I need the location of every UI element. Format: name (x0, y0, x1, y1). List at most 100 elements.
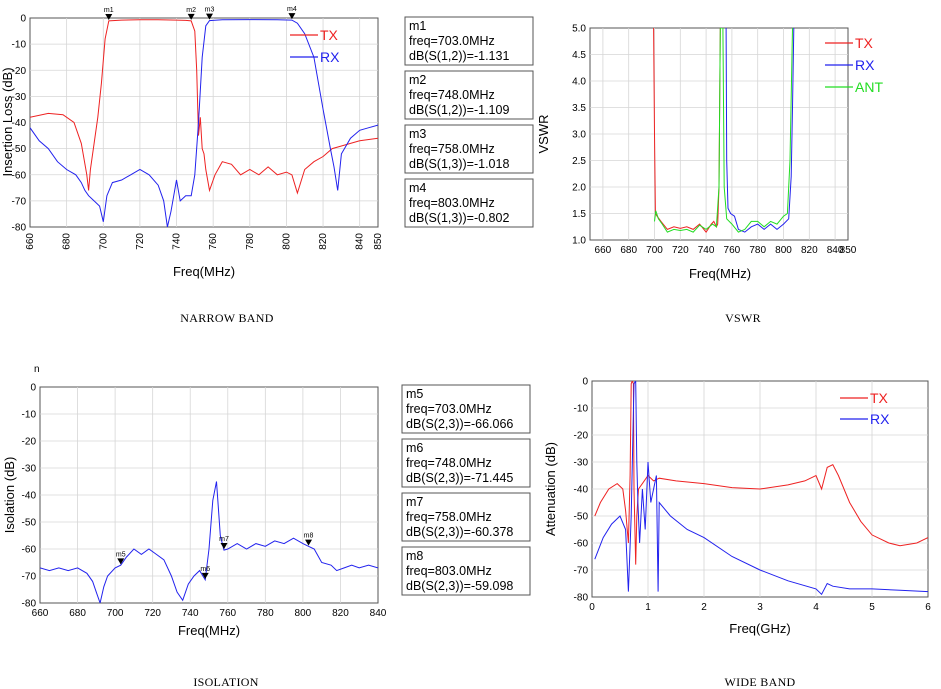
y-tick-label: -10 (22, 410, 37, 421)
x-tick-label: 840 (355, 233, 366, 250)
x-tick-label: 700 (107, 608, 124, 619)
x-tick-label: 800 (281, 233, 292, 250)
series-line-ant (654, 28, 793, 233)
legend-label: TX (855, 35, 874, 51)
y-tick-label: -70 (22, 572, 37, 583)
x-tick-label: 680 (620, 245, 637, 256)
y-tick-label: -80 (12, 223, 27, 234)
y-tick-label: -40 (574, 485, 589, 496)
x-tick-label: 820 (332, 608, 349, 619)
marker-m5 (117, 558, 125, 565)
x-tick-label: 720 (672, 245, 689, 256)
marker-m3 (205, 13, 213, 20)
y-tick-label: -60 (574, 539, 589, 550)
series-line-tx (30, 19, 378, 195)
y-tick-label: 4.5 (572, 50, 586, 61)
readout-frame (404, 70, 534, 120)
readout-frame (404, 124, 534, 174)
x-tick-label: 680 (62, 233, 73, 250)
x-tick-label: 680 (69, 608, 86, 619)
x-tick-label: 820 (801, 245, 818, 256)
x-tick-label: 5 (869, 602, 875, 613)
chart-wideband: 0 1 2 3 4 5 6 0 -10 -20 -30 -40 -50 -60 -70 -80 Freq(GHz… (543, 377, 931, 689)
readout-frame (401, 438, 531, 488)
x-tick-label: 840 (370, 608, 387, 619)
y-tick-label: -70 (12, 196, 27, 207)
marker-m4 (288, 13, 296, 20)
x-tick-label: 740 (172, 233, 183, 250)
y-tick-label: -70 (574, 566, 589, 577)
readout-name: m7 (406, 495, 423, 509)
x-tick-label: 3 (757, 602, 763, 613)
x-tick-label: 850 (373, 233, 384, 250)
y-axis-label: VSWR (536, 115, 551, 154)
readout-value: dB(S(2,3))=-71.445 (406, 471, 513, 485)
marker-m1 (105, 13, 113, 20)
chart-caption: ISOLATION (193, 675, 258, 689)
x-tick-label: 840 (827, 245, 844, 256)
y-tick-label: -30 (574, 458, 589, 469)
y-tick-label: -40 (22, 491, 37, 502)
x-tick-label: 760 (219, 608, 236, 619)
readout-freq: freq=748.0MHz (406, 456, 492, 470)
readout-value: dB(S(2,3))=-59.098 (406, 579, 513, 593)
x-tick-label: 4 (813, 602, 819, 613)
legend-label: ANT (855, 79, 883, 95)
x-tick-label: 800 (295, 608, 312, 619)
x-tick-label: 780 (245, 233, 256, 250)
marker-m6 (201, 572, 209, 579)
x-tick-label: 780 (749, 245, 766, 256)
marker-label: m4 (287, 6, 297, 13)
series-line-tx (594, 381, 928, 565)
readout-value: dB(S(1,2))=-1.131 (409, 49, 509, 63)
legend-label: RX (870, 411, 890, 427)
y-tick-label: -20 (12, 66, 27, 77)
marker-m7 (220, 543, 228, 550)
y-tick-label: 0 (20, 14, 26, 25)
y-tick-label: -60 (22, 545, 37, 556)
y-tick-label: 3.0 (572, 130, 586, 141)
x-tick-label: 740 (698, 245, 715, 256)
x-tick-label: 1 (645, 602, 651, 613)
marker-label: m8 (304, 533, 314, 540)
y-tick-label: -60 (12, 170, 27, 181)
readout-freq: freq=803.0MHz (409, 196, 495, 210)
y-axis-label: Attenuation (dB) (543, 442, 558, 536)
y-tick-label: 5.0 (572, 24, 586, 35)
x-axis-label: Freq(MHz) (173, 264, 235, 279)
y-tick-label: -10 (574, 404, 589, 415)
readout-value: dB(S(1,3))=-0.802 (409, 211, 509, 225)
y-tick-label: -50 (574, 512, 589, 523)
marker-label: m1 (104, 7, 114, 14)
readout-freq: freq=703.0MHz (406, 402, 492, 416)
x-tick-label: 740 (182, 608, 199, 619)
x-tick-label: 800 (775, 245, 792, 256)
marker-label: m2 (186, 7, 196, 14)
x-tick-label: 0 (589, 602, 595, 613)
readout-name: m1 (409, 19, 426, 33)
chart-narrow: 660 680 700 720 740 760 780 800 820 840 850 0 -10 -20… (0, 6, 534, 325)
x-tick-label: 760 (208, 233, 219, 250)
x-tick-label: 6 (925, 602, 931, 613)
y-tick-label: -20 (574, 431, 589, 442)
readout-value: dB(S(2,3))=-66.066 (406, 417, 513, 431)
y-tick-label: -40 (12, 118, 27, 129)
x-tick-label: 660 (595, 245, 612, 256)
readout-frame (404, 16, 534, 66)
y-axis-label: Insertion Loss (dB) (0, 67, 15, 176)
y-tick-label: -50 (12, 144, 27, 155)
legend-label: TX (870, 390, 889, 406)
chart-isolation: 660 680 700 720 740 760 780 800 820 840 0 -10 -20 -30… (2, 383, 531, 689)
readout-name: m2 (409, 73, 426, 87)
y-tick-label: -10 (12, 40, 27, 51)
legend-label: RX (320, 49, 340, 65)
y-tick-label: 0 (582, 377, 588, 388)
y-tick-label: -30 (22, 464, 37, 475)
y-axis-label: Isolation (dB) (2, 457, 17, 534)
readout-frame (401, 384, 531, 434)
